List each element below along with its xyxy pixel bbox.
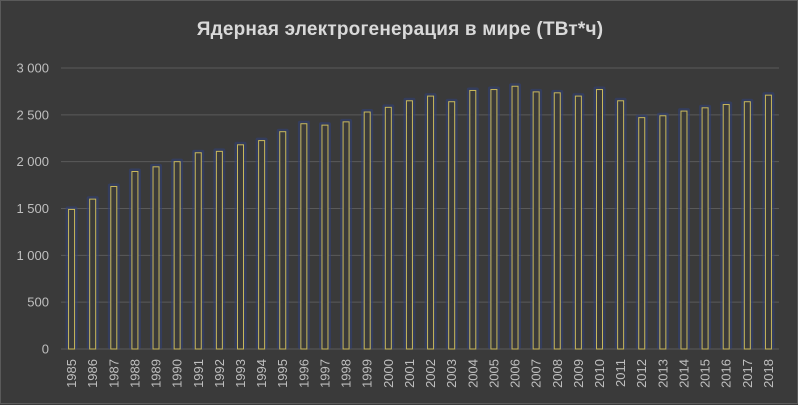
x-tick-label: 2010 [592, 359, 607, 388]
y-tick-label: 3 000 [16, 61, 49, 76]
bar-1987 [110, 185, 118, 350]
x-axis-ticks: 1985 1986 1987 1988 1989 1990 1991 1992 1993 1994… [64, 359, 776, 388]
x-tick-label: 2004 [465, 359, 480, 388]
bar-1996 [300, 123, 308, 350]
bar-2003 [448, 101, 456, 350]
bar-2008 [553, 92, 561, 350]
bar-1988 [131, 171, 139, 350]
x-tick-label: 2008 [550, 359, 565, 388]
bar-2016 [722, 104, 730, 350]
y-tick-label: 2 500 [16, 107, 49, 122]
x-tick-label: 2001 [402, 359, 417, 388]
x-tick-label: 2002 [423, 359, 438, 388]
bar-1991 [194, 152, 202, 350]
x-tick-label: 1989 [149, 359, 164, 388]
bar-2012 [638, 117, 646, 350]
bar-1985 [68, 208, 76, 350]
x-tick-label: 1990 [170, 359, 185, 388]
x-tick-label: 2016 [719, 359, 734, 388]
x-tick-label: 2007 [529, 359, 544, 388]
bar-2014 [680, 110, 688, 350]
bar-1997 [321, 124, 329, 350]
bar-1990 [173, 161, 181, 350]
bar-2018 [764, 94, 772, 350]
chart-title: Ядерная электрогенерация в мире (ТВт*ч) [196, 19, 604, 40]
bar-2009 [574, 95, 582, 350]
gridlines [61, 67, 779, 350]
x-tick-label: 1988 [127, 359, 142, 388]
x-tick-label: 1999 [360, 359, 375, 388]
bar-2010 [596, 89, 603, 350]
bar-2000 [384, 106, 392, 350]
x-tick-label: 2017 [740, 359, 755, 388]
bar-2007 [532, 91, 540, 350]
x-tick-label: 2011 [613, 359, 628, 387]
bar-2015 [701, 107, 709, 350]
x-tick-label: 2015 [698, 359, 713, 388]
x-tick-label: 1985 [64, 359, 79, 388]
x-tick-label: 2000 [381, 359, 396, 388]
bar-2006 [511, 85, 519, 350]
bar-1995 [279, 131, 287, 350]
bar-2001 [405, 100, 413, 350]
bar-2004 [469, 89, 477, 350]
y-tick-label: 500 [27, 295, 49, 310]
bar-2005 [490, 89, 498, 350]
x-tick-label: 1993 [233, 359, 248, 388]
bar-1998 [342, 121, 350, 350]
bar-1989 [152, 166, 160, 350]
x-tick-label: 1995 [275, 359, 290, 388]
x-tick-label: 2009 [571, 359, 586, 388]
x-tick-label: 1992 [212, 359, 227, 388]
bar-2017 [743, 101, 751, 350]
bar-1992 [215, 150, 223, 350]
y-axis-ticks: 0 500 1 000 1 500 2 000 2 500 3 000 [16, 61, 49, 357]
x-tick-label: 2005 [486, 359, 501, 388]
bar-1986 [89, 198, 97, 350]
bar-1993 [237, 144, 244, 350]
x-tick-label: 1991 [191, 359, 206, 388]
bar-2013 [659, 115, 667, 350]
x-tick-label: 2014 [676, 359, 691, 388]
y-tick-label: 0 [42, 342, 49, 357]
y-tick-label: 1 000 [16, 248, 49, 263]
bar-1999 [363, 111, 371, 350]
x-tick-label: 1998 [339, 359, 354, 388]
x-tick-label: 1997 [317, 359, 332, 388]
x-tick-label: 1994 [254, 359, 269, 388]
x-tick-label: 1996 [296, 359, 311, 388]
x-tick-label: 2013 [655, 359, 670, 388]
x-tick-label: 2012 [634, 359, 649, 388]
bars [65, 83, 775, 350]
bar-2002 [427, 95, 435, 350]
x-tick-label: 2006 [508, 359, 523, 388]
y-tick-label: 1 500 [16, 201, 49, 216]
bar-2011 [617, 100, 625, 350]
x-tick-label: 2003 [444, 359, 459, 388]
x-tick-label: 1986 [85, 359, 100, 388]
x-tick-label: 2018 [761, 359, 776, 388]
x-tick-label: 1987 [106, 359, 121, 388]
bar-1994 [258, 140, 266, 350]
y-tick-label: 2 000 [16, 154, 49, 169]
